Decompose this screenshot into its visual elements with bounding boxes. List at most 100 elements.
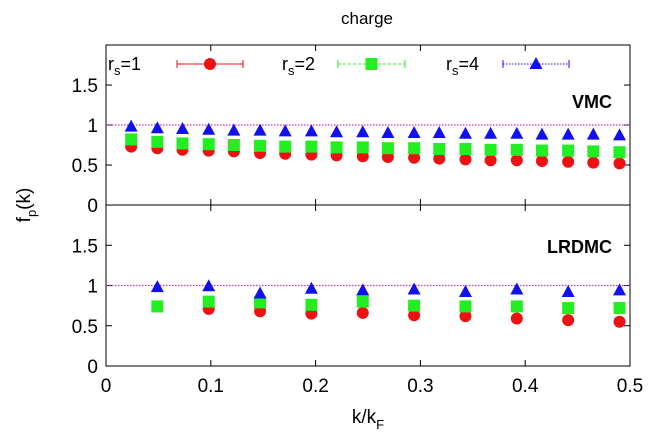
panel-0-rs2-point-9 <box>356 141 369 154</box>
panel-0-ytick-label-3: 1.5 <box>72 76 98 97</box>
panel-1-rs2-point-6 <box>459 300 472 313</box>
panel-0-rs4-point-18 <box>586 127 600 140</box>
panel-0-rs4-point-13 <box>458 126 472 139</box>
panel-1-rs1-point-5 <box>459 310 472 323</box>
panel-1-label: LRDMC <box>547 237 612 257</box>
panel-1-rs2-point-5 <box>408 299 421 312</box>
legend-rs1-prefix: r <box>108 54 114 74</box>
legend-label-rs4: rs=4 <box>446 54 479 78</box>
legend-marker-rs4 <box>529 57 543 69</box>
panel-1-rs4-point-9 <box>613 283 627 296</box>
panel-0-rs4-point-5 <box>253 123 267 136</box>
legend-rs4-sub: s <box>452 63 459 78</box>
panel-0-rs4-point-15 <box>510 126 524 139</box>
xtick-label-5: 0.5 <box>617 376 643 397</box>
panel-0-rs4-point-6 <box>278 124 292 137</box>
panel-0-rs2-point-5 <box>254 139 267 152</box>
panel-1-rs2-point-0 <box>151 300 164 313</box>
panel-0-rs1-point-19 <box>613 157 626 170</box>
panel-0-rs2-point-2 <box>176 137 189 150</box>
panel-lrdmc: 0 0.5 1 1.5 0 0.1 0.2 0.3 0.4 0.5 LRDMC <box>72 204 643 397</box>
panel-1-rs4-point-8 <box>561 284 575 297</box>
panel-1-rs2-point-3 <box>305 298 318 311</box>
panel-0-rs4-point-2 <box>176 122 190 134</box>
panel-0-rs1-point-16 <box>535 155 548 167</box>
panel-0-rs1-point-17 <box>562 155 575 168</box>
legend-marker-rs2 <box>365 58 378 70</box>
panel-1-rs2-point-2 <box>254 296 267 309</box>
panel-0-rs2-point-14 <box>484 143 497 156</box>
panel-0-rs1-point-12 <box>433 152 446 165</box>
panel-0-label: VMC <box>572 92 612 112</box>
panel-0-ytick-label-2: 1 <box>87 116 98 137</box>
panel-1-rs4-point-4 <box>356 283 370 296</box>
panel-0-rs4-point-1 <box>150 121 164 134</box>
panel-0-rs4-point-16 <box>535 127 549 140</box>
panel-1-rs4-point-7 <box>510 282 524 295</box>
panel-0-rs4-point-3 <box>202 122 216 135</box>
panel-1-rs4-point-1 <box>202 279 216 292</box>
panel-1-rs1-point-7 <box>562 314 575 327</box>
legend-label-rs2: rs=2 <box>282 54 315 78</box>
y-axis-label-main: f <box>14 216 35 222</box>
panel-0-rs4-point-0 <box>124 119 138 132</box>
panel-0-rs2-point-8 <box>330 141 343 154</box>
panel-0-rs2-point-16 <box>535 144 548 157</box>
legend-rs2-sub: s <box>288 63 295 78</box>
panel-0-rs2-point-12 <box>433 143 446 155</box>
y-axis-label-suffix: (k) <box>14 188 35 210</box>
panel-1-ytick-label-1: 0.5 <box>72 317 98 338</box>
panel-1-rs2-point-7 <box>510 300 523 313</box>
legend-marker-rs1 <box>204 58 216 70</box>
panel-0-rs4-point-9 <box>356 125 370 138</box>
panel-0-rs1-point-13 <box>459 153 472 166</box>
panel-1-ytick-label-0: 0 <box>87 357 98 378</box>
panel-0-rs2-point-3 <box>202 138 215 151</box>
panel-0-rs4-point-19 <box>613 128 627 141</box>
panel-0-rs4-point-10 <box>381 126 395 138</box>
panel-0-ytick-label-0: 0 <box>87 196 98 217</box>
panel-0-rs4-point-11 <box>407 126 421 138</box>
panel-vmc: 0 0.5 1 1.5 VMC <box>72 44 631 217</box>
panel-0-rs4-point-17 <box>561 127 575 140</box>
chart-title: charge <box>341 9 393 28</box>
panel-0-rs2-point-6 <box>279 140 292 153</box>
legend-rs2-suffix: =2 <box>295 54 316 74</box>
panel-0-rs1-point-15 <box>510 154 523 167</box>
panel-0-rs4-point-8 <box>330 125 344 138</box>
panel-1-rs2-point-1 <box>202 295 215 308</box>
xtick-label-4: 0.4 <box>512 376 539 397</box>
xtick-label-3: 0.3 <box>407 376 433 397</box>
legend-rs1-sub: s <box>114 63 121 78</box>
panel-0-rs2-point-19 <box>613 146 626 159</box>
panel-1-rs1-point-8 <box>613 315 626 328</box>
panel-1-rs1-point-4 <box>408 309 421 322</box>
legend-label-rs1: rs=1 <box>108 54 141 78</box>
panel-1-rs1-point-6 <box>510 312 523 325</box>
x-axis-label: k/kF <box>352 407 384 432</box>
panel-0-ytick-label-1: 0.5 <box>72 156 98 177</box>
panel-0-rs4-point-14 <box>484 126 498 139</box>
legend: rs=1 rs=2 rs=4 <box>108 54 570 78</box>
panel-1-rs1-point-3 <box>356 306 369 319</box>
panel-0-rs1-point-11 <box>408 151 421 164</box>
panel-0-rs1-point-14 <box>484 154 497 167</box>
y-axis-label-sub: p <box>24 210 39 217</box>
panel-0-rs2-point-4 <box>227 139 240 151</box>
x-axis-label-sub: F <box>376 417 384 432</box>
xtick-label-1: 0.1 <box>198 376 224 397</box>
panel-0-rs2-point-10 <box>381 142 394 155</box>
panel-1-rs4-point-6 <box>458 284 472 297</box>
panel-1-ytick-label-2: 1 <box>87 277 98 298</box>
panel-1-rs2-point-9 <box>613 302 626 315</box>
panel-0-rs2-point-15 <box>510 143 523 156</box>
legend-rs1-suffix: =1 <box>121 54 142 74</box>
legend-rs4-prefix: r <box>446 54 452 74</box>
panel-0-rs2-point-13 <box>459 143 472 155</box>
panel-0-rs2-point-17 <box>562 144 575 157</box>
xtick-label-2: 0.2 <box>302 376 328 397</box>
panel-0-rs2-point-1 <box>151 135 164 148</box>
panel-0-rs2-point-18 <box>587 145 600 158</box>
panel-1-rs4-point-0 <box>150 280 164 293</box>
